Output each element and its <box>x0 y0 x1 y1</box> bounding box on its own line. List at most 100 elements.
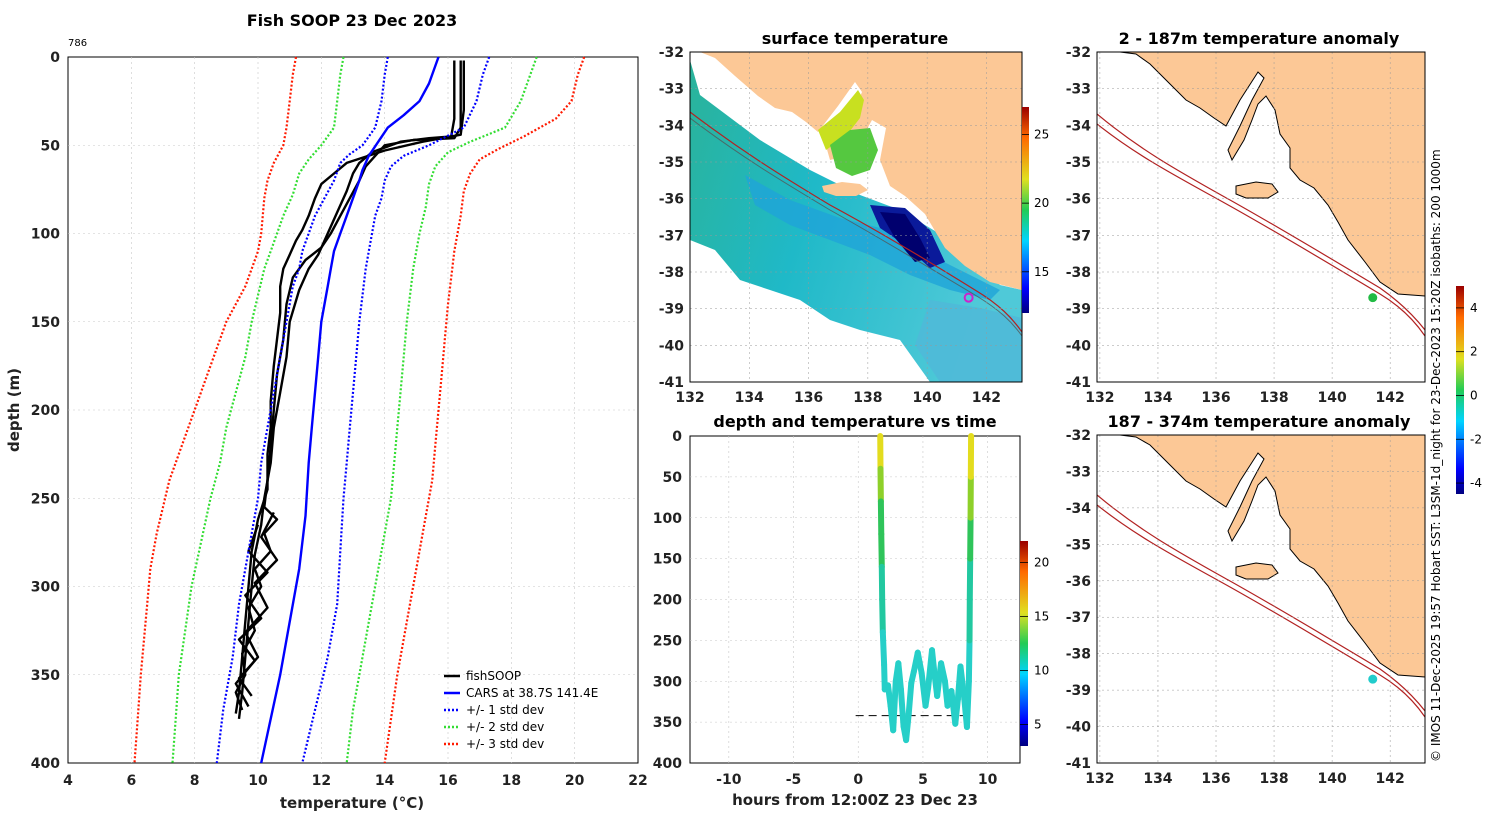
depth-time-track-segment <box>965 637 973 685</box>
profile-x-tick-label: 20 <box>565 773 585 789</box>
depth-time-x-tick-label: -5 <box>786 772 802 788</box>
depth-time-y-ticks: 0 50 100 150 200 250 300 350 400 <box>653 429 682 772</box>
anomaly-top-y-tick-label: -41 <box>1066 375 1091 391</box>
anomaly-top-title: 2 - 187m temperature anomaly <box>1119 29 1400 48</box>
profile-panel: Fish SOOP 23 Dec 2023 786 4 6 8 10 12 14 16 18 2… <box>5 11 648 812</box>
profile-x-tick-label: 8 <box>190 773 200 789</box>
depth-time-track-segment <box>905 679 915 717</box>
anomaly-top-float-marker <box>1368 293 1378 303</box>
depth-time-y-tick-label: 200 <box>653 593 682 609</box>
profile-y-tick-label: 50 <box>41 138 61 154</box>
profile-y-tick-label: 100 <box>31 227 60 243</box>
series-cars <box>260 56 440 764</box>
depth-time-x-tick-label: -10 <box>716 772 742 788</box>
anomaly-bottom-island <box>1235 562 1279 580</box>
depth-time-colorbar-label: 15 <box>1034 610 1049 624</box>
island <box>822 182 868 196</box>
anomaly-top-y-tick-label: -37 <box>1066 228 1091 244</box>
anomaly-bottom-y-tick-label: -40 <box>1066 720 1092 736</box>
depth-time-track-segment <box>914 649 925 677</box>
anomaly-top-y-tick-label: -32 <box>1066 45 1091 61</box>
credit-text: © IMOS 11-Dec-2025 19:57 Hobart SST: L3S… <box>1429 149 1443 762</box>
surface-map-x-tick-label: 132 <box>675 390 704 406</box>
surface-map-colorbar-label: 15 <box>1034 265 1049 279</box>
depth-time-panel: depth and temperature vs time -10 -5 0 5 10 … <box>653 412 1050 809</box>
anomaly-bottom-y-tick-label: -33 <box>1066 464 1091 480</box>
profile-x-tick-label: 22 <box>628 773 647 789</box>
profile-y-tick-label: 150 <box>31 315 60 331</box>
surface-map-grid <box>690 52 1022 382</box>
depth-time-title: depth and temperature vs time <box>713 412 996 431</box>
depth-time-colorbar-label: 5 <box>1034 717 1042 731</box>
depth-time-track-segment <box>922 684 932 709</box>
surface-map-y-tick-label: -40 <box>659 338 685 354</box>
anomaly-bottom-y-tick-label: -32 <box>1066 428 1091 444</box>
depth-time-track-segment <box>897 686 907 730</box>
profile-y-tick-label: 200 <box>31 403 60 419</box>
surface-map-y-tick-label: -37 <box>659 228 684 244</box>
anomaly-top-island <box>1235 181 1279 199</box>
anomaly-bottom-y-tick-label: -38 <box>1066 647 1091 663</box>
depth-time-y-tick-label: 400 <box>653 756 682 772</box>
profile-x-tick-label: 16 <box>438 773 457 789</box>
anomaly-bottom-x-tick-label: 134 <box>1143 771 1172 787</box>
depth-time-track <box>877 433 975 744</box>
depth-time-track-segment <box>929 647 938 678</box>
depth-time-y-tick-label: 350 <box>653 715 682 731</box>
depth-time-y-tick-label: 0 <box>672 429 682 445</box>
surface-map-field <box>690 52 1022 382</box>
series-fishsoop <box>237 511 279 697</box>
anomaly-top-y-tick-label: -38 <box>1066 265 1091 281</box>
surface-map-y-tick-label: -36 <box>659 192 684 208</box>
series-std2 <box>171 56 345 764</box>
profile-grid <box>68 57 638 763</box>
anomaly-bottom-y-tick-label: -39 <box>1066 683 1091 699</box>
profile-y-ticks: 0 50 100 150 200 250 300 350 400 <box>31 50 60 772</box>
anomaly-top-y-tick-label: -33 <box>1066 82 1091 98</box>
profile-x-tick-label: 14 <box>375 773 395 789</box>
depth-time-track-segment <box>957 663 968 703</box>
anomaly-bottom-y-tick-label: -35 <box>1066 537 1091 553</box>
anomaly-top-x-tick-label: 138 <box>1259 390 1288 406</box>
depth-time-colorbar-label: 10 <box>1034 663 1049 677</box>
depth-time-y-tick-label: 300 <box>653 674 682 690</box>
anomaly-top-land <box>1097 52 1425 297</box>
profile-y-tick-label: 300 <box>31 580 60 596</box>
profile-title: Fish SOOP 23 Dec 2023 <box>247 11 457 30</box>
surface-map-y-ticks: -32 -33 -34 -35 -36 -37 -38 -39 -40 -41 <box>659 45 685 391</box>
anomaly-bottom-axes-box <box>1096 434 1426 764</box>
depth-time-track-segment <box>938 660 948 685</box>
legend-label-std3: +/- 3 std dev <box>466 737 544 751</box>
depth-time-colorbar-label: 20 <box>1034 556 1049 570</box>
surface-map-colorbar-ticks: 15 20 25 <box>1022 127 1049 279</box>
anomaly-top-y-tick-label: -35 <box>1066 155 1091 171</box>
anomaly-top-y-tick-label: -39 <box>1066 302 1091 318</box>
profile-x-tick-label: 4 <box>63 773 73 789</box>
series-std1 <box>301 56 491 764</box>
anomaly-top-x-tick-label: 136 <box>1201 390 1230 406</box>
anomaly-bottom-y-ticks: -32 -33 -34 -35 -36 -37 -38 -39 -40 -41 <box>1066 428 1092 772</box>
depth-time-colorbar <box>1020 541 1028 746</box>
anomaly-bottom-x-tick-label: 138 <box>1259 771 1288 787</box>
depth-time-x-label: hours from 12:00Z 23 Dec 23 <box>732 791 978 809</box>
anomaly-bottom-y-tick-label: -34 <box>1066 501 1092 517</box>
series-std3 <box>383 56 586 764</box>
profile-x-tick-label: 18 <box>502 773 521 789</box>
series-std2 <box>345 56 538 764</box>
anomaly-bottom-x-tick-label: 132 <box>1085 771 1114 787</box>
anomaly-bottom-x-tick-label: 142 <box>1376 771 1405 787</box>
anomaly-bottom-land <box>1097 435 1425 678</box>
series-std3 <box>133 56 298 764</box>
profile-y-tick-label: 350 <box>31 668 60 684</box>
surface-map-y-tick-label: -39 <box>659 302 684 318</box>
depth-time-x-tick-label: 10 <box>978 772 998 788</box>
anomaly-colorbar-label: 2 <box>1470 345 1478 359</box>
profile-legend: fishSOOP CARS at 38.7S 141.4E +/- 1 std … <box>444 669 598 751</box>
profile-y-label: depth (m) <box>5 368 23 452</box>
surface-map-colorbar-label: 20 <box>1034 196 1049 210</box>
anomaly-top-grid <box>1097 52 1425 382</box>
anomaly-top-y-ticks: -32 -33 -34 -35 -36 -37 -38 -39 -40 -41 <box>1066 45 1092 391</box>
depth-time-track-segment <box>885 682 894 709</box>
surface-map-colorbar-label: 25 <box>1034 127 1049 141</box>
